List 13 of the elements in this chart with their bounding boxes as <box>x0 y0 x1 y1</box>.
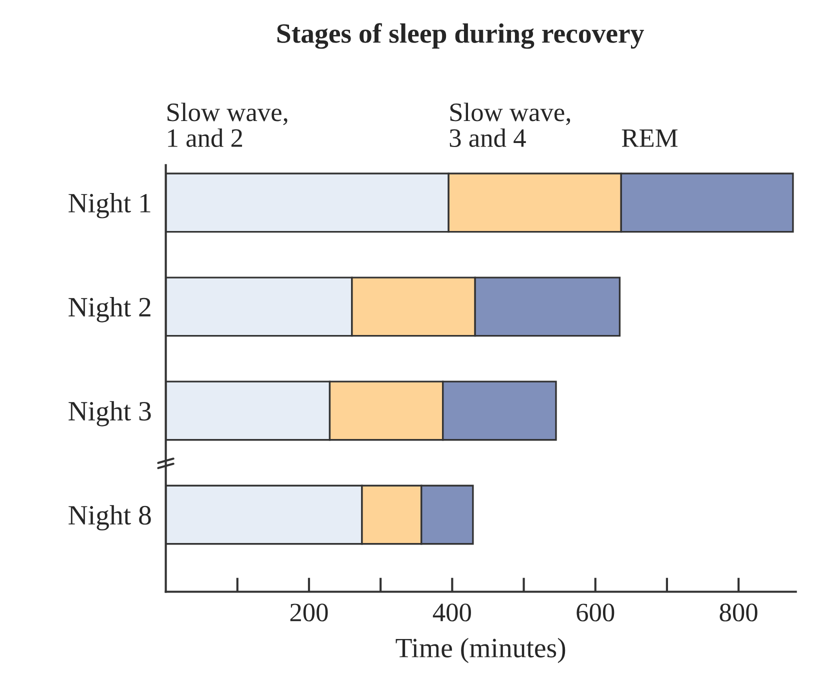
series-label: Slow wave, 3 and 4 <box>450 102 570 148</box>
series-label: Slow wave, 1 and 2 <box>168 102 288 148</box>
y-tick-label: Night 1 <box>68 193 150 218</box>
x-axis-title: Time (minutes) <box>396 638 566 664</box>
series-label: REM <box>622 129 678 147</box>
y-tick-label: Night 3 <box>68 401 151 426</box>
x-tick-label: 200 <box>290 604 328 622</box>
x-tick-label: 400 <box>432 604 471 622</box>
x-tick-label: 600 <box>576 604 614 622</box>
y-tick-label: Night 8 <box>68 505 151 530</box>
chart-title: Stages of sleep during recovery <box>277 23 644 49</box>
y-tick-label: Night 2 <box>68 297 150 322</box>
x-tick-label: 800 <box>720 604 758 622</box>
